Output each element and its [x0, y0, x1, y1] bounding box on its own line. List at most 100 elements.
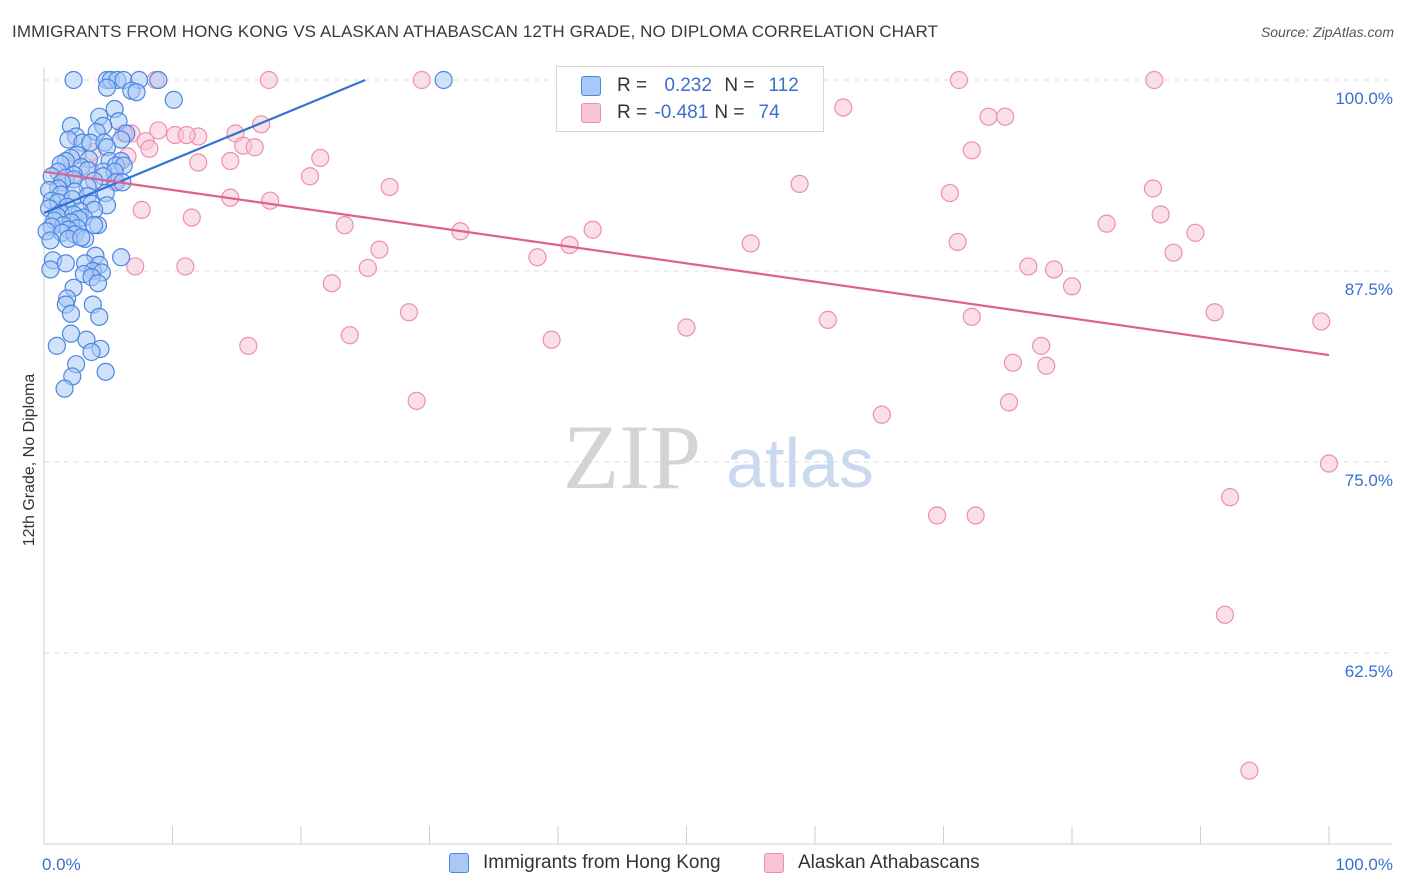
point-alaskan-athabascan	[962, 307, 981, 326]
point-hong-kong	[41, 260, 60, 279]
point-alaskan-athabascan	[221, 151, 240, 171]
point-alaskan-athabascan	[677, 318, 696, 337]
point-hong-kong	[64, 70, 83, 90]
point-alaskan-athabascan	[741, 234, 760, 253]
point-alaskan-athabascan	[358, 258, 377, 278]
axes-layer	[43, 68, 1392, 845]
point-alaskan-athabascan	[399, 303, 419, 322]
legend-n-value: 112	[768, 75, 799, 96]
point-hong-kong	[149, 70, 168, 90]
point-hong-kong	[127, 83, 146, 102]
legend-label-hong-kong: Immigrants from Hong Kong	[483, 852, 721, 873]
point-alaskan-athabascan	[999, 393, 1019, 412]
point-alaskan-athabascan	[335, 216, 354, 235]
legend-item-hong-kong: Immigrants from Hong Kong	[449, 852, 721, 874]
correlation-legend: R = 0.232 N = 112 R = -0.481 N = 74	[556, 66, 824, 132]
point-hong-kong	[72, 228, 91, 247]
point-alaskan-athabascan	[1164, 243, 1183, 262]
point-hong-kong	[96, 362, 115, 381]
point-alaskan-athabascan	[1151, 205, 1170, 224]
point-alaskan-athabascan	[1044, 260, 1064, 279]
point-alaskan-athabascan	[1032, 336, 1051, 355]
point-alaskan-athabascan	[380, 177, 399, 197]
point-alaskan-athabascan	[412, 70, 431, 90]
point-hong-kong	[82, 342, 101, 362]
legend-swatch-pink	[764, 853, 784, 873]
point-alaskan-athabascan	[1062, 277, 1082, 296]
legend-r-label: R =	[617, 75, 648, 96]
grid-layer	[44, 79, 1392, 654]
x-tick-label: 100.0%	[1335, 855, 1393, 874]
legend-n-value: 74	[758, 102, 780, 123]
y-tick-label: 75.0%	[1345, 471, 1393, 490]
point-alaskan-athabascan	[259, 70, 278, 90]
point-alaskan-athabascan	[140, 139, 159, 158]
point-alaskan-athabascan	[261, 191, 280, 210]
point-alaskan-athabascan	[949, 70, 969, 90]
point-alaskan-athabascan	[872, 405, 891, 424]
point-hong-kong	[56, 254, 75, 273]
legend-swatch-blue	[581, 76, 601, 96]
series-legend: Immigrants from Hong Kong Alaskan Athaba…	[0, 852, 1406, 878]
point-alaskan-athabascan	[177, 125, 196, 145]
point-alaskan-athabascan	[962, 141, 981, 160]
x-tick-label: 0.0%	[42, 855, 81, 874]
watermark-zip: ZIP	[563, 406, 701, 508]
point-alaskan-athabascan	[176, 257, 195, 276]
point-alaskan-athabascan	[834, 98, 853, 117]
point-alaskan-athabascan	[948, 232, 967, 252]
point-hong-kong	[47, 336, 66, 355]
point-alaskan-athabascan	[1240, 761, 1259, 780]
legend-label-athabascan: Alaskan Athabascans	[798, 852, 980, 873]
point-alaskan-athabascan	[370, 240, 389, 259]
point-alaskan-athabascan	[1097, 214, 1116, 233]
chart-title: IMMIGRANTS FROM HONG KONG VS ALASKAN ATH…	[12, 22, 939, 41]
point-hong-kong	[61, 304, 81, 323]
point-hong-kong	[41, 231, 60, 250]
point-alaskan-athabascan	[1215, 605, 1235, 624]
point-hong-kong	[61, 324, 81, 343]
point-alaskan-athabascan	[966, 506, 985, 525]
watermark-atlas: atlas	[726, 424, 874, 502]
point-alaskan-athabascan	[407, 391, 426, 410]
point-alaskan-athabascan	[979, 107, 998, 126]
point-alaskan-athabascan	[1220, 488, 1240, 507]
legend-r-value: 0.232	[664, 75, 712, 96]
point-alaskan-athabascan	[927, 506, 947, 525]
series-alaskan-athabascans	[81, 70, 1339, 780]
point-alaskan-athabascan	[1143, 179, 1163, 198]
legend-n-label: N =	[714, 102, 745, 123]
legend-n-label: N =	[724, 75, 755, 96]
point-hong-kong	[55, 379, 74, 398]
point-alaskan-athabascan	[940, 183, 960, 203]
point-alaskan-athabascan	[322, 274, 341, 293]
point-alaskan-athabascan	[126, 257, 145, 276]
legend-item-athabascan: Alaskan Athabascans	[764, 852, 980, 874]
point-alaskan-athabascan	[252, 115, 271, 134]
legend-swatch-pink	[581, 103, 601, 123]
point-alaskan-athabascan	[818, 310, 837, 329]
legend-row-hong-kong: R = 0.232 N = 112	[581, 75, 799, 97]
point-alaskan-athabascan	[996, 107, 1015, 126]
point-alaskan-athabascan	[311, 148, 330, 168]
point-alaskan-athabascan	[1019, 257, 1038, 276]
point-hong-kong	[434, 70, 453, 90]
point-hong-kong	[88, 274, 108, 293]
point-hong-kong	[90, 307, 109, 326]
legend-row-athabascan: R = -0.481 N = 74	[581, 102, 780, 124]
point-alaskan-athabascan	[1145, 70, 1164, 90]
point-alaskan-athabascan	[790, 174, 809, 194]
point-alaskan-athabascan	[542, 330, 561, 349]
point-alaskan-athabascan	[1205, 303, 1224, 322]
point-alaskan-athabascan	[1003, 353, 1022, 372]
trend-line-athabascan	[43, 170, 1330, 357]
point-alaskan-athabascan	[1037, 356, 1056, 375]
y-tick-label: 62.5%	[1345, 662, 1393, 681]
y-axis-label: 12th Grade, No Diploma	[21, 373, 38, 547]
point-alaskan-athabascan	[583, 220, 602, 239]
point-alaskan-athabascan	[1312, 312, 1331, 331]
point-alaskan-athabascan	[189, 153, 208, 172]
trend-line-hong-kong	[43, 78, 366, 214]
point-hong-kong	[85, 216, 104, 235]
